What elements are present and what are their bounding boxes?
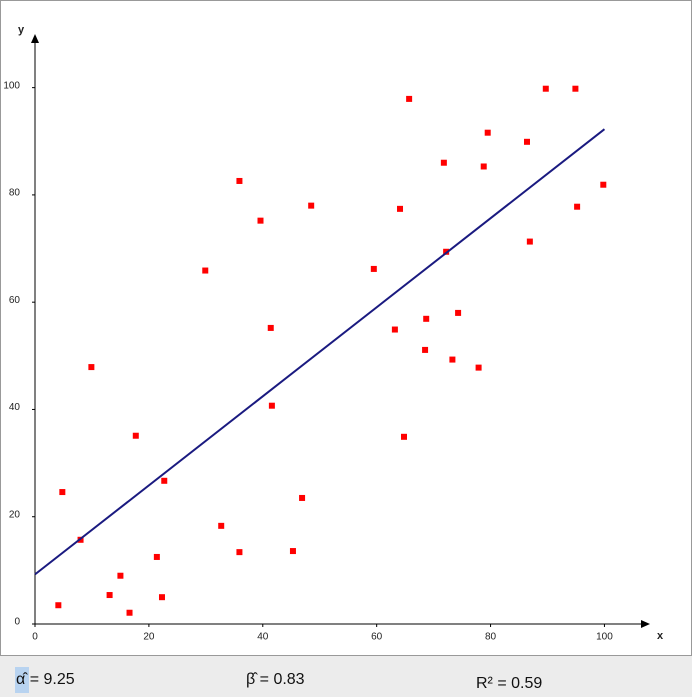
x-tick-label: 60 [371,632,383,643]
beta-label: β̂ = 0.83 [246,671,305,688]
point [158,594,165,601]
point [161,477,168,484]
point [289,548,296,555]
point [202,267,209,274]
point [308,202,315,209]
x-tick-label: 100 [596,632,613,643]
y-axis-label: y [18,24,25,36]
point [370,265,377,272]
plot-frame [0,0,692,656]
point [526,238,533,245]
x-tick-label: 80 [485,632,497,643]
x-tick-label: 40 [257,632,269,643]
point [236,549,243,556]
point [423,315,430,322]
x-axis-label: x [657,630,664,642]
point [440,159,447,166]
stats-panel [0,656,692,697]
point [475,364,482,371]
point [126,609,133,616]
y-tick-label: 100 [3,80,20,91]
point [574,203,581,210]
text-selection [15,667,29,693]
x-tick-label: 0 [32,632,38,643]
point [600,181,607,188]
point [299,494,306,501]
point [268,402,275,409]
point [218,522,225,529]
point [397,205,404,212]
point [267,324,274,331]
y-tick-label: 60 [9,295,21,306]
point [455,309,462,316]
y-tick-label: 80 [9,188,21,199]
point [401,433,407,440]
point [257,217,264,224]
point [153,553,160,560]
y-tick-label: 20 [9,509,21,520]
point [484,129,491,136]
point [422,346,429,353]
point [132,432,139,439]
point [106,592,113,599]
y-tick-label: 40 [9,402,21,413]
point [391,326,398,333]
point [59,489,66,496]
regression-line [34,128,606,576]
x-tick-label: 20 [143,632,155,643]
y-tick-label: 0 [14,617,20,628]
y-axis-arrow [31,34,39,43]
r2-label: R² = 0.59 [476,675,542,692]
point [572,85,579,92]
point [480,163,487,170]
x-axis-arrow [641,620,650,628]
alpha-label: α̂ = 9.25 [16,671,75,688]
point [406,95,413,102]
point [542,85,549,92]
point [449,356,456,363]
point [236,177,243,184]
point [524,138,530,145]
point [117,572,124,579]
point [88,364,95,371]
point [55,602,62,609]
